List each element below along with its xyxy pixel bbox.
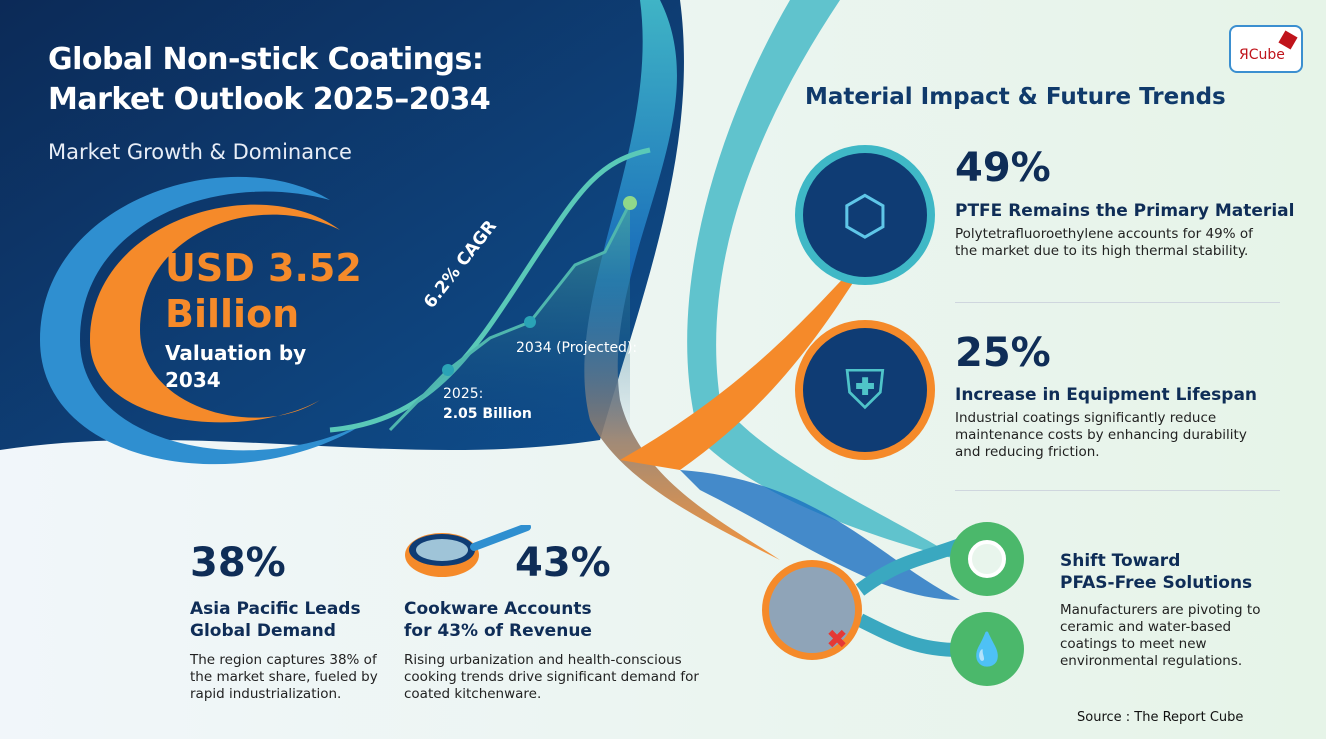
page-title: Global Non-stick Coatings: Market Outlook…: [48, 42, 491, 117]
item-desc: Industrial coatings significantly reduce…: [955, 410, 1247, 460]
hero-caption: Valuation by 2034: [165, 341, 307, 392]
item-desc: The region captures 38% of the market sh…: [190, 652, 378, 702]
source-note: Source : The Report Cube: [1077, 710, 1244, 725]
divider: [955, 490, 1280, 491]
frying-pan-icon: [402, 523, 531, 585]
subtitle: Market Growth & Dominance: [48, 140, 352, 164]
item-desc: Rising urbanization and health-conscious…: [404, 652, 699, 702]
item-desc: Manufacturers are pivoting to ceramic an…: [1060, 602, 1261, 669]
item-title: PTFE Remains the Primary Material: [955, 201, 1295, 221]
shield-gear-icon: ⛨: [795, 320, 935, 460]
point-2025: [442, 364, 454, 376]
point-mid: [524, 316, 536, 328]
point-2034: [623, 196, 637, 210]
water-drop-icon: 💧: [950, 612, 1024, 686]
hero-value: USD 3.52 Billion: [165, 246, 362, 336]
item-desc: Polytetrafluoroethylene accounts for 49%…: [955, 226, 1253, 259]
item-title: Cookware Accounts for 43% of Revenue: [404, 599, 592, 641]
stat-lifespan: 25%: [955, 330, 1051, 376]
label-2034: 2034 (Projected):: [516, 340, 638, 356]
section-heading: Material Impact & Future Trends: [805, 84, 1226, 110]
stat-asia: 38%: [190, 540, 286, 586]
ceramic-plate-icon: [950, 522, 1024, 596]
cracked-pan-prohibited-icon: ✖: [762, 560, 862, 660]
logo: ЯCube: [1229, 25, 1303, 73]
label-2025: 2025: 2.05 Billion: [443, 386, 532, 422]
stat-cookware: 43%: [515, 540, 611, 586]
stat-ptfe: 49%: [955, 145, 1051, 191]
item-title: Asia Pacific Leads Global Demand: [190, 599, 361, 641]
item-title: Increase in Equipment Lifespan: [955, 385, 1258, 405]
divider: [955, 302, 1280, 303]
molecule-icon: ⬡: [795, 145, 935, 285]
item-title: Shift Toward PFAS-Free Solutions: [1060, 551, 1253, 593]
